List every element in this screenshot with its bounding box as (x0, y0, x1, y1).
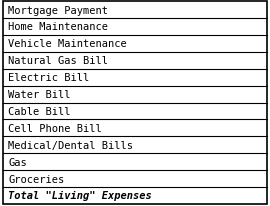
Text: Medical/Dental Bills: Medical/Dental Bills (8, 140, 133, 150)
Text: Groceries: Groceries (8, 174, 64, 184)
Text: Mortgage Payment: Mortgage Payment (8, 6, 108, 15)
Text: Natural Gas Bill: Natural Gas Bill (8, 56, 108, 66)
Text: Electric Bill: Electric Bill (8, 73, 89, 83)
Text: Home Maintenance: Home Maintenance (8, 22, 108, 32)
Text: Cable Bill: Cable Bill (8, 107, 70, 116)
Text: Gas: Gas (8, 157, 27, 167)
Text: Total "Living" Expenses: Total "Living" Expenses (8, 191, 152, 200)
Text: Vehicle Maintenance: Vehicle Maintenance (8, 39, 127, 49)
Text: Cell Phone Bill: Cell Phone Bill (8, 123, 102, 133)
Text: Water Bill: Water Bill (8, 90, 70, 99)
